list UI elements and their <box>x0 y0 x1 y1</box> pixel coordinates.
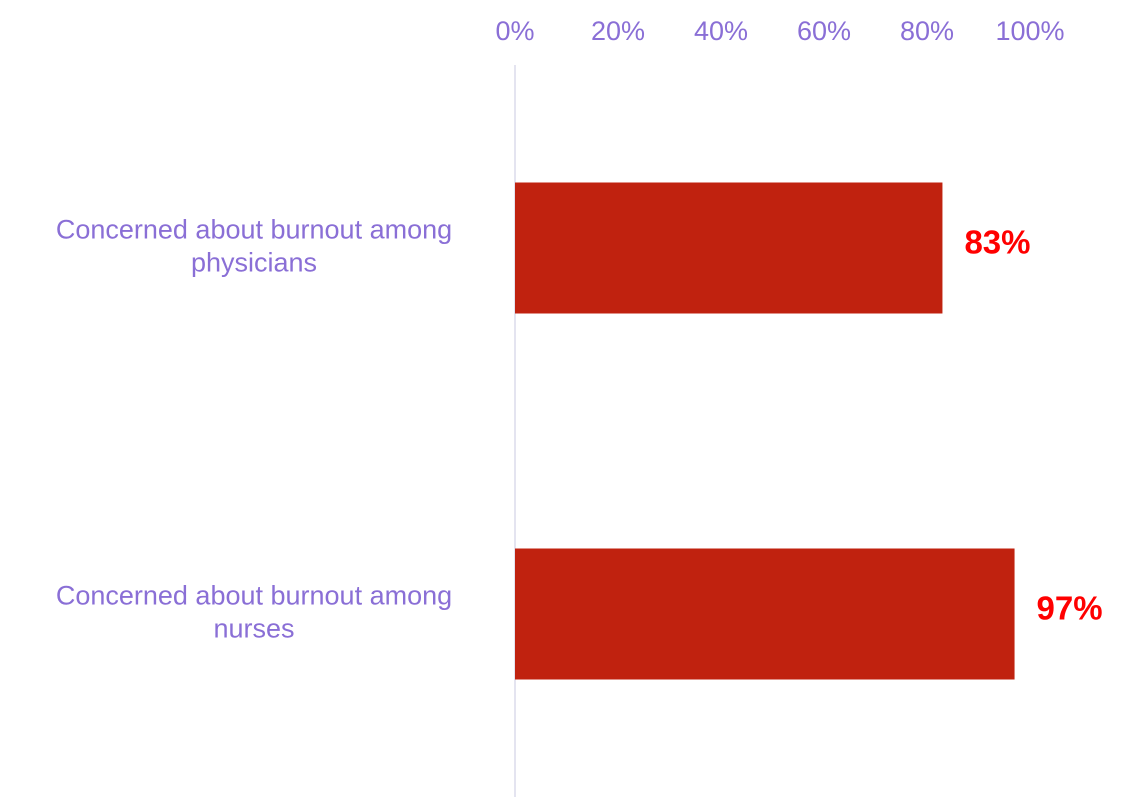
x-tick-label: 40% <box>694 16 748 46</box>
data-label: 83% <box>964 224 1030 261</box>
data-label: 97% <box>1037 590 1103 627</box>
category-label: Concerned about burnout among nurses <box>56 581 452 644</box>
category-label: Concerned about burnout among physicians <box>56 215 452 278</box>
bar <box>515 548 1015 680</box>
category-labels: Concerned about burnout among physicians C… <box>56 215 452 644</box>
x-axis-ticks: 0% 20% 40% 60% 80% 100% <box>495 16 1064 46</box>
x-tick-label: 80% <box>900 16 954 46</box>
x-tick-label: 0% <box>495 16 534 46</box>
bar <box>515 182 943 314</box>
x-tick-label: 100% <box>995 16 1064 46</box>
data-labels: 83% 97% <box>964 224 1102 627</box>
x-tick-label: 20% <box>591 16 645 46</box>
bars <box>515 182 1015 680</box>
x-tick-label: 60% <box>797 16 851 46</box>
